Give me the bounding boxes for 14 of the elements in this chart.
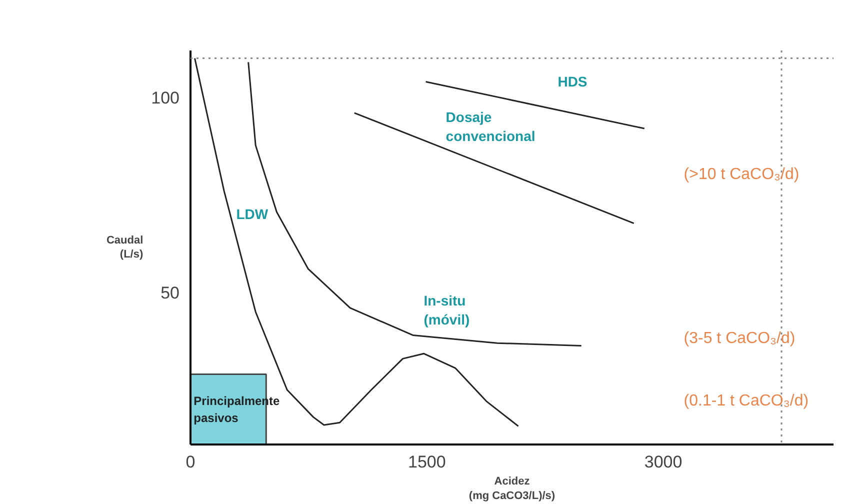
x-axis-title: Acidez (mg CaCO3/L)/s) — [468, 476, 556, 502]
annotation: (0.1-1 t CaCO₃/d) — [684, 392, 809, 410]
series-label: LDW — [236, 206, 269, 222]
series-label: Dosaje convencional — [446, 108, 536, 144]
x-tick-label: 1500 — [408, 452, 446, 472]
annotation: (>10 t CaCO₃/d) — [684, 166, 800, 184]
series-label: HDS — [558, 74, 588, 90]
y-tick-label: 50 — [160, 283, 180, 302]
y-axis-title: Caudal (L/s) — [106, 234, 144, 261]
series-label: In-situ (móvil) — [424, 292, 470, 328]
y-tick-label: 100 — [151, 88, 180, 108]
x-tick-label: 0 — [186, 452, 196, 472]
x-tick-label: 3000 — [644, 452, 682, 472]
annotation: (3-5 t CaCO₃/d) — [684, 330, 796, 347]
